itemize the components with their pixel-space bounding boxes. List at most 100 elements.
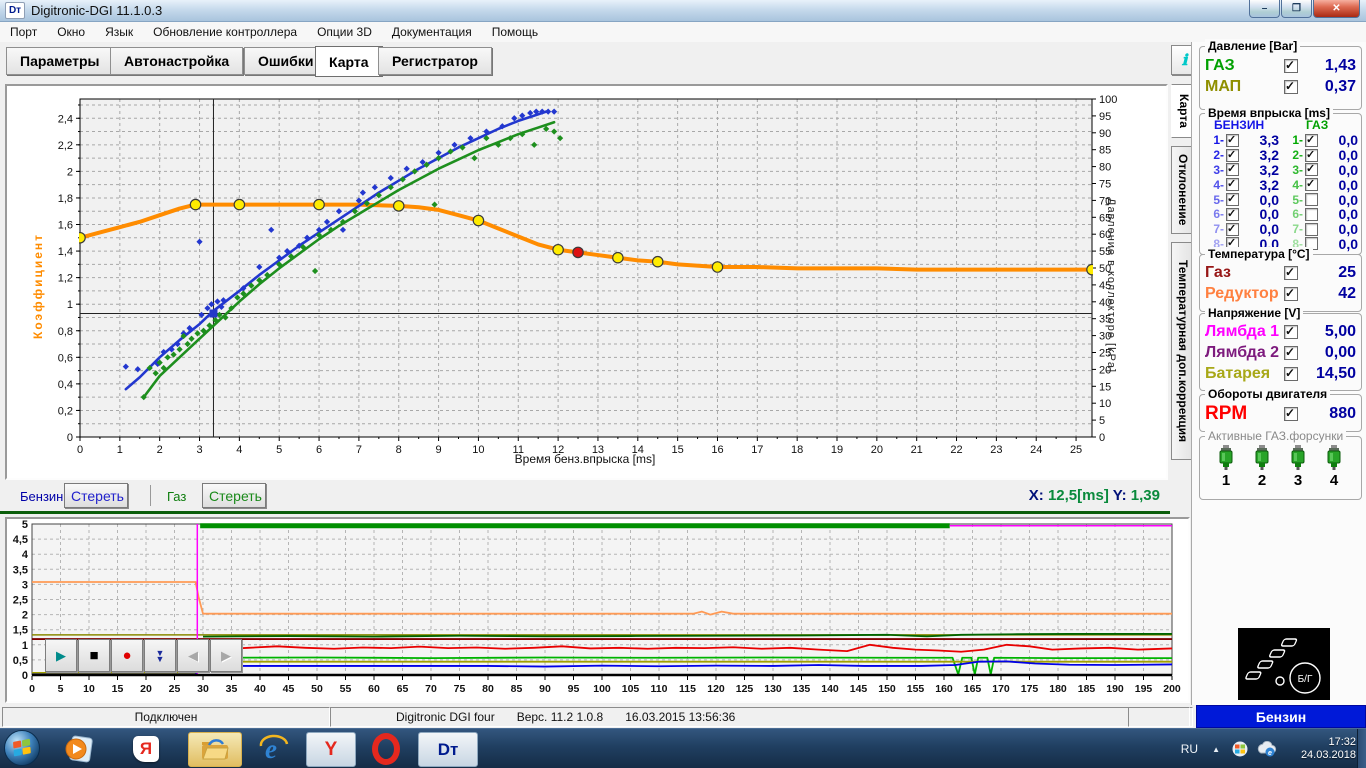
active-injectors-group: Активные ГАЗ.форсунки 1234 <box>1199 436 1362 500</box>
info-icon: ℹ <box>1182 51 1188 69</box>
gas-injection-number-3: 3- <box>1284 163 1303 177</box>
lambda2-value: 0,00 <box>1298 344 1356 362</box>
taskbar-ie-button[interactable]: e <box>252 732 296 765</box>
lambda2-checkbox[interactable] <box>1284 346 1298 360</box>
tab-map[interactable]: Карта <box>315 46 383 77</box>
map-chart-panel: 0123456789101112131415161718192021222324… <box>5 84 1168 480</box>
gas-injection-checkbox-1[interactable] <box>1305 134 1318 147</box>
gas-injection-checkbox-5[interactable] <box>1305 193 1318 206</box>
status-bar: Подключен Digitronic DGI four Верс. 11.2… <box>0 705 1191 728</box>
menu-item-controller-update[interactable]: Обновление контроллера <box>143 23 307 41</box>
taskbar-yandex-browser-button[interactable]: Я <box>124 732 168 765</box>
next-button[interactable]: ▶ <box>210 639 242 672</box>
taskbar-digitronic-button[interactable]: Dт <box>418 732 478 767</box>
marker-button[interactable]: ▼▼ <box>144 639 176 672</box>
recorder-panel: 0510152025303540455055606570758085909510… <box>5 517 1190 703</box>
menu-item-options-3d[interactable]: Опции 3D <box>307 23 382 41</box>
temp-reducer-checkbox[interactable] <box>1284 287 1298 301</box>
svg-text:6: 6 <box>316 444 322 456</box>
language-indicator[interactable]: RU <box>1181 742 1198 756</box>
temp-reducer-row: Редуктор 42 <box>1200 283 1361 304</box>
taskbar-wmp-button[interactable] <box>56 732 100 765</box>
benzin-injection-number-5: 5- <box>1205 193 1224 207</box>
minimize-button[interactable]: – <box>1249 0 1280 18</box>
recorder-chart[interactable]: 0510152025303540455055606570758085909510… <box>7 519 1188 701</box>
restore-button[interactable]: ❐ <box>1281 0 1312 18</box>
close-button[interactable]: ✕ <box>1313 0 1360 18</box>
clear-gas-button[interactable]: Стереть <box>202 483 266 508</box>
menu-item-documentation[interactable]: Документация <box>382 23 482 41</box>
internet-explorer-icon: e <box>258 734 290 764</box>
menu-item-language[interactable]: Язык <box>95 23 143 41</box>
title-bar[interactable]: Dт Digitronic-DGI 11.1.0.3 – ❐ ✕ <box>0 0 1366 22</box>
lambda1-checkbox[interactable] <box>1284 325 1298 339</box>
benzin-injection-checkbox-4[interactable] <box>1226 178 1239 191</box>
windows-update-icon[interactable] <box>1232 741 1248 757</box>
menu-bar: Порт Окно Язык Обновление контроллера Оп… <box>0 22 1366 43</box>
benzin-injection-checkbox-6[interactable] <box>1226 208 1239 221</box>
temp-gas-value: 25 <box>1298 264 1356 282</box>
taskbar-clock[interactable]: 17:32 24.03.2018 <box>1286 736 1356 762</box>
fuel-mode-indicator[interactable]: Бензин <box>1196 705 1366 728</box>
app-icon: Dт <box>5 2 25 19</box>
tab-parameters[interactable]: Параметры <box>6 47 114 75</box>
gas-column-header: ГАЗ <box>1306 118 1328 132</box>
taskbar-yandex-button[interactable]: Y <box>306 732 356 767</box>
svg-text:25: 25 <box>169 683 181 695</box>
gas-injection-checkbox-4[interactable] <box>1305 178 1318 191</box>
play-button[interactable]: ▶ <box>45 639 77 672</box>
hidden-icons-arrow[interactable]: ▲ <box>1212 745 1220 754</box>
svg-text:2,4: 2,4 <box>58 113 73 125</box>
benzin-injection-checkbox-5[interactable] <box>1226 193 1239 206</box>
injector-icon <box>1252 445 1272 471</box>
benzin-injection-checkbox-7[interactable] <box>1226 223 1239 236</box>
tab-recorder[interactable]: Регистратор <box>378 47 492 75</box>
temp-reducer-label: Редуктор <box>1205 285 1284 303</box>
network-cloud-icon[interactable]: e <box>1256 741 1278 757</box>
svg-text:1,4: 1,4 <box>58 246 73 258</box>
show-desktop-button[interactable] <box>1357 729 1366 768</box>
parameters-sidebar: Давление [Bar] ГАЗ 1,43 МАП 0,37 Время в… <box>1191 42 1366 705</box>
stop-button[interactable]: ■ <box>78 639 110 672</box>
gas-injection-checkbox-6[interactable] <box>1305 208 1318 221</box>
record-icon: ● <box>122 649 131 662</box>
taskbar-opera-button[interactable] <box>364 732 408 765</box>
menu-item-help[interactable]: Помощь <box>482 23 548 41</box>
gas-injection-checkbox-7[interactable] <box>1305 223 1318 236</box>
cursor-y-value: 1,39 <box>1131 487 1160 504</box>
menu-item-window[interactable]: Окно <box>47 23 95 41</box>
main-tab-bar: Параметры Автонастройка Ошибки Карта Рег… <box>0 42 1366 76</box>
taskbar-explorer-button[interactable] <box>188 732 242 767</box>
gas-injection-checkbox-3[interactable] <box>1305 163 1318 176</box>
benzin-injection-row-2: 2-3,2 <box>1205 148 1279 163</box>
map-chart[interactable]: 0123456789101112131415161718192021222324… <box>7 86 1166 478</box>
benzin-injection-row-6: 6-0,0 <box>1205 207 1279 222</box>
svg-text:80: 80 <box>482 683 494 695</box>
svg-text:145: 145 <box>850 683 868 695</box>
battery-checkbox[interactable] <box>1284 367 1298 381</box>
pressure-map-checkbox[interactable] <box>1284 80 1298 94</box>
benzin-injection-checkbox-1[interactable] <box>1226 134 1239 147</box>
benzin-injection-number-3: 3- <box>1205 163 1224 177</box>
svg-text:0,4: 0,4 <box>58 379 73 391</box>
gas-injection-checkbox-2[interactable] <box>1305 149 1318 162</box>
prev-button[interactable]: ◀ <box>177 639 209 672</box>
benzin-injection-checkbox-2[interactable] <box>1226 149 1239 162</box>
benzin-injection-row-5: 5-0,0 <box>1205 192 1279 207</box>
tab-autotune[interactable]: Автонастройка <box>110 47 243 75</box>
pressure-gas-checkbox[interactable] <box>1284 59 1298 73</box>
cursor-y-label: Y: <box>1113 487 1127 504</box>
injector-number: 3 <box>1294 472 1302 489</box>
benzin-injection-checkbox-3[interactable] <box>1226 163 1239 176</box>
menu-item-port[interactable]: Порт <box>0 23 47 41</box>
svg-text:0,8: 0,8 <box>58 326 73 338</box>
rpm-checkbox[interactable] <box>1284 407 1298 421</box>
svg-text:95: 95 <box>1099 111 1111 123</box>
temp-gas-checkbox[interactable] <box>1284 266 1298 280</box>
start-button[interactable] <box>3 729 41 768</box>
clear-benzin-button[interactable]: Стереть <box>64 483 128 508</box>
svg-text:60: 60 <box>368 683 380 695</box>
record-button[interactable]: ● <box>111 639 143 672</box>
svg-text:135: 135 <box>793 683 811 695</box>
pressure-gas-value: 1,43 <box>1298 57 1356 75</box>
